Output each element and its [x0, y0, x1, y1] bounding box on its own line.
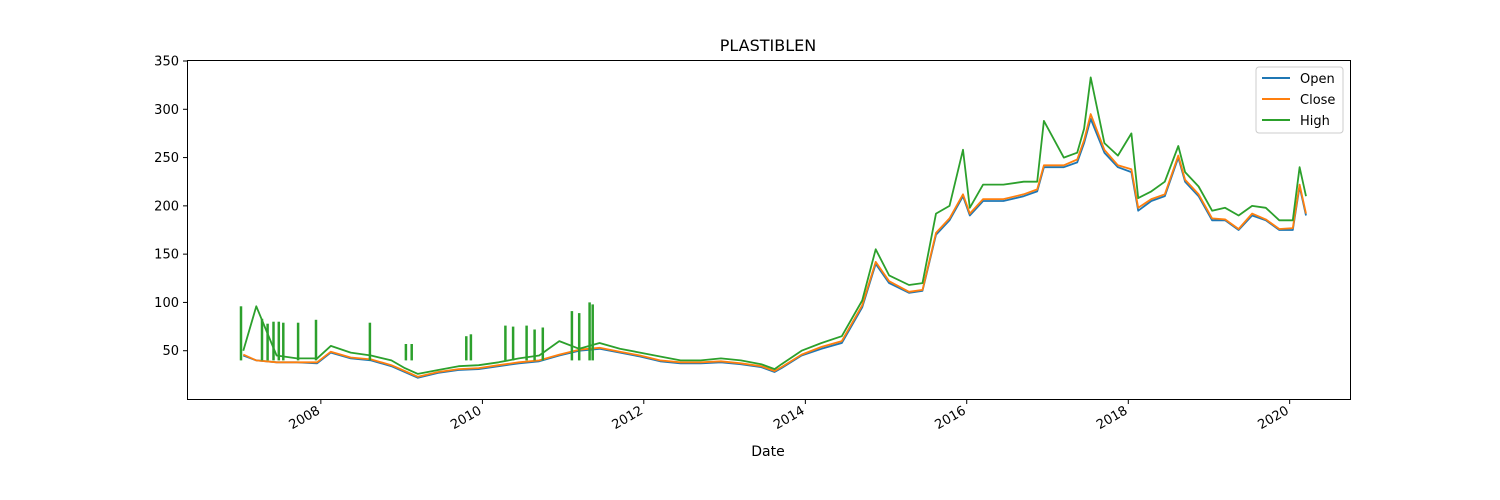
y-tick-label: 150 [154, 248, 179, 263]
y-tick-label: 300 [154, 103, 179, 118]
series-line-high [242, 76, 1307, 375]
x-tick-label: 2018 [1094, 403, 1130, 433]
x-tick-label: 2020 [1255, 403, 1291, 433]
x-axis-title: Date [751, 444, 784, 460]
x-tick-label: 2016 [933, 403, 969, 433]
plot-marks [239, 76, 1307, 379]
y-tick-label: 350 [154, 55, 179, 70]
y-tick-label: 50 [162, 344, 179, 359]
x-axis: 2008 2010 2012 2014 2016 2018 2020 [287, 399, 1292, 433]
x-tick-label: 2010 [448, 403, 484, 433]
series-line-close [242, 113, 1307, 378]
chart-title: PLASTIBLEN [720, 36, 817, 55]
x-tick-label: 2014 [771, 403, 807, 433]
y-tick-label: 250 [154, 151, 179, 166]
legend-box [1255, 66, 1344, 134]
series-line-open [242, 118, 1307, 379]
x-tick-label: 2008 [287, 403, 323, 433]
legend-label-open: Open [1300, 72, 1335, 87]
y-tick-label: 200 [154, 199, 179, 214]
legend-label-close: Close [1300, 93, 1335, 108]
plot-frame [187, 60, 1351, 400]
legend-label-high: High [1300, 114, 1330, 129]
y-axis: 50 100 150 200 250 300 350 [154, 55, 188, 359]
y-tick-label: 100 [154, 296, 179, 311]
legend: Open Close High [1255, 66, 1344, 134]
x-tick-label: 2012 [610, 403, 646, 433]
